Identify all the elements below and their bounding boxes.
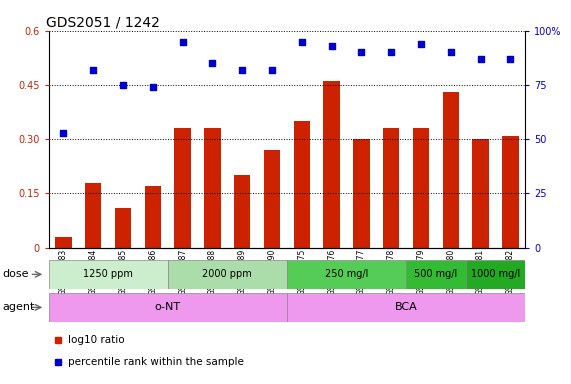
Bar (406, 260, 466, 289)
Bar (234, 175, 251, 248)
Point (476, 56, 485, 62)
Bar (174, 128, 191, 248)
Bar (466, 260, 525, 289)
Text: 2000 ppm: 2000 ppm (203, 269, 252, 280)
Bar (204, 128, 220, 248)
Text: 1000 mg/l: 1000 mg/l (471, 269, 520, 280)
Bar (323, 81, 340, 248)
Bar (144, 186, 161, 248)
Bar (383, 128, 400, 248)
Point (208, 60, 217, 66)
Text: 250 mg/l: 250 mg/l (325, 269, 368, 280)
Point (387, 50, 396, 56)
Bar (49, 260, 168, 289)
Text: GDS2051 / 1242: GDS2051 / 1242 (46, 16, 160, 30)
Bar (353, 139, 369, 248)
Bar (472, 139, 489, 248)
Point (178, 38, 187, 45)
Point (238, 67, 247, 73)
Point (148, 84, 158, 90)
Bar (49, 293, 287, 322)
Bar (264, 150, 280, 248)
Text: percentile rank within the sample: percentile rank within the sample (67, 358, 243, 367)
Bar (502, 136, 518, 248)
Bar (293, 121, 310, 248)
Text: BCA: BCA (395, 302, 417, 313)
Bar (413, 128, 429, 248)
Text: agent: agent (3, 302, 35, 312)
Point (297, 38, 307, 45)
Point (357, 50, 366, 56)
Bar (55, 237, 71, 248)
Bar (168, 260, 287, 289)
Bar (287, 293, 525, 322)
Point (327, 43, 336, 49)
Point (506, 56, 515, 62)
Bar (85, 183, 102, 248)
Point (89, 67, 98, 73)
Point (118, 82, 127, 88)
Point (447, 50, 456, 56)
Bar (443, 92, 459, 248)
Point (59, 130, 68, 136)
Text: 500 mg/l: 500 mg/l (415, 269, 457, 280)
Bar (115, 208, 131, 248)
Text: o-NT: o-NT (155, 302, 181, 313)
Point (267, 67, 276, 73)
Text: dose: dose (3, 269, 29, 279)
Point (416, 41, 425, 47)
Text: 1250 ppm: 1250 ppm (83, 269, 133, 280)
Bar (287, 260, 406, 289)
Text: log10 ratio: log10 ratio (67, 335, 124, 345)
